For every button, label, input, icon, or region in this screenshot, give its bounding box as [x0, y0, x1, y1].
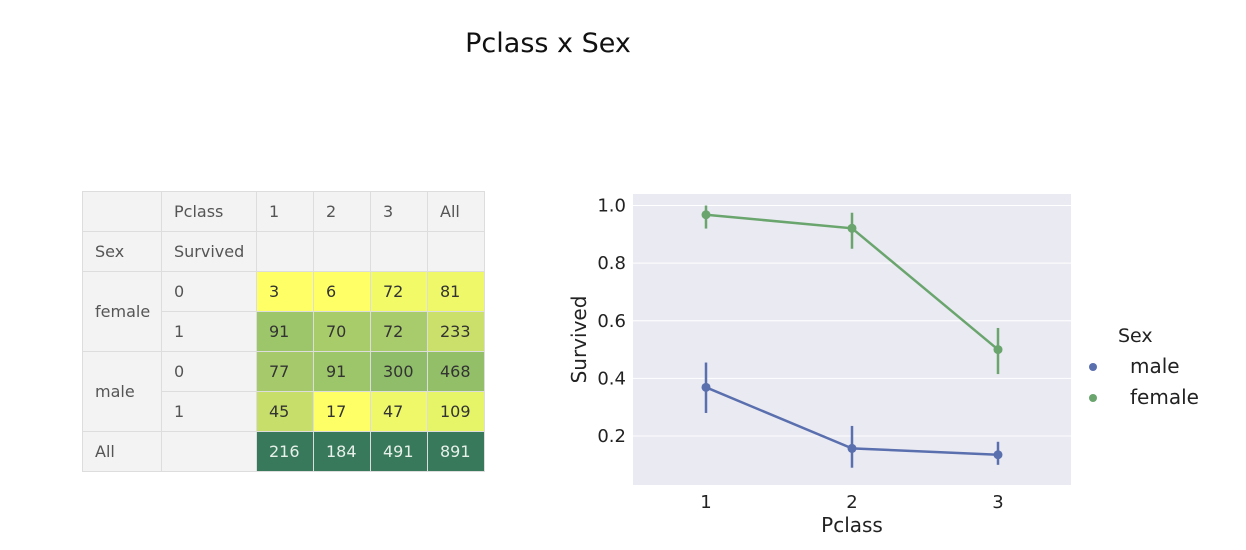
table-row: All 216 184 491 891 — [82, 431, 485, 472]
header-cell: All — [427, 191, 485, 232]
y-tick-label: 0.6 — [597, 311, 626, 332]
sex-label: All — [82, 431, 162, 472]
x-tick-label: 1 — [700, 492, 711, 513]
sex-label: male — [82, 351, 162, 432]
header-cell: Pclass — [161, 191, 257, 232]
header-cell: Survived — [161, 231, 257, 272]
value-cell: 6 — [313, 271, 371, 312]
value-cell: 3 — [256, 271, 314, 312]
value-cell: 91 — [256, 311, 314, 352]
header-cell: 3 — [370, 191, 428, 232]
data-point — [847, 443, 857, 453]
value-cell: 891 — [427, 431, 485, 472]
sex-label: female — [82, 271, 162, 352]
table-row: male 0 77 91 300 468 — [82, 351, 485, 432]
y-axis-label: Survived — [567, 296, 591, 384]
value-cell: 184 — [313, 431, 371, 472]
survived-label: 1 — [161, 391, 257, 432]
x-tick-label: 2 — [846, 492, 857, 513]
y-tick-label: 0.8 — [597, 253, 626, 274]
survived-label: 1 — [161, 311, 257, 352]
legend-title: Sex — [1118, 325, 1153, 347]
value-cell: 81 — [427, 271, 485, 312]
y-tick-label: 0.2 — [597, 426, 626, 447]
header-cell: Sex — [82, 231, 162, 272]
legend-marker — [1089, 363, 1097, 371]
header-cell — [256, 231, 314, 272]
value-cell: 109 — [427, 391, 485, 432]
header-cell — [427, 231, 485, 272]
pointplot-chart: 0.2 0.4 0.6 0.8 1.0 1 2 3 Pclass Survived Sex male f… — [567, 194, 1199, 537]
data-point — [847, 223, 857, 233]
y-tick-label: 1.0 — [597, 196, 626, 217]
header-cell: 1 — [256, 191, 314, 232]
value-cell: 72 — [370, 271, 428, 312]
value-cell: 45 — [256, 391, 314, 432]
legend-label: male — [1130, 354, 1180, 378]
table-row: 1 45 17 47 109 — [83, 391, 485, 432]
table-row: female 0 3 6 72 81 — [82, 271, 485, 352]
value-cell: 468 — [427, 351, 485, 392]
value-cell: 233 — [427, 311, 485, 352]
crosstab-table: Pclass 1 2 3 All Sex Survived female 0 3… — [82, 191, 485, 472]
data-point — [993, 345, 1003, 355]
value-cell: 70 — [313, 311, 371, 352]
legend-label: female — [1130, 385, 1199, 409]
header-cell: 2 — [313, 191, 371, 232]
header-cell — [82, 191, 162, 232]
x-axis-label: Pclass — [821, 513, 883, 537]
table-header-row: Sex Survived — [82, 231, 485, 272]
table-row: 1 91 70 72 233 — [83, 311, 485, 352]
value-cell: 300 — [370, 351, 428, 392]
figure-title: Pclass x Sex — [465, 28, 631, 59]
value-cell: 47 — [370, 391, 428, 432]
value-cell: 77 — [256, 351, 314, 392]
y-tick-label: 0.4 — [597, 368, 626, 389]
value-cell: 491 — [370, 431, 428, 472]
value-cell: 91 — [313, 351, 371, 392]
legend-marker — [1089, 394, 1097, 402]
header-cell — [370, 231, 428, 272]
header-cell — [313, 231, 371, 272]
survived-label: 0 — [161, 271, 257, 312]
data-point — [993, 450, 1003, 460]
data-point — [701, 210, 711, 220]
value-cell: 17 — [313, 391, 371, 432]
value-cell: 72 — [370, 311, 428, 352]
data-point — [701, 382, 711, 392]
table-header-row: Pclass 1 2 3 All — [82, 191, 485, 232]
x-tick-label: 3 — [992, 492, 1003, 513]
value-cell: 216 — [256, 431, 314, 472]
survived-label: 0 — [161, 351, 257, 392]
survived-label — [161, 431, 257, 472]
